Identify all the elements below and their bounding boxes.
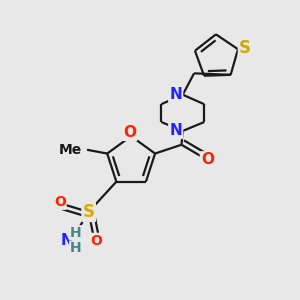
Text: N: N: [61, 233, 74, 248]
Text: O: O: [201, 152, 214, 167]
Text: Me: Me: [59, 143, 82, 157]
Text: O: O: [90, 234, 102, 248]
Text: N: N: [169, 123, 182, 138]
Text: N: N: [169, 87, 182, 102]
Text: H: H: [70, 242, 81, 255]
Text: S: S: [239, 39, 251, 57]
Text: O: O: [54, 195, 66, 209]
Text: H: H: [70, 226, 81, 240]
Text: S: S: [83, 203, 95, 221]
Text: O: O: [123, 125, 136, 140]
